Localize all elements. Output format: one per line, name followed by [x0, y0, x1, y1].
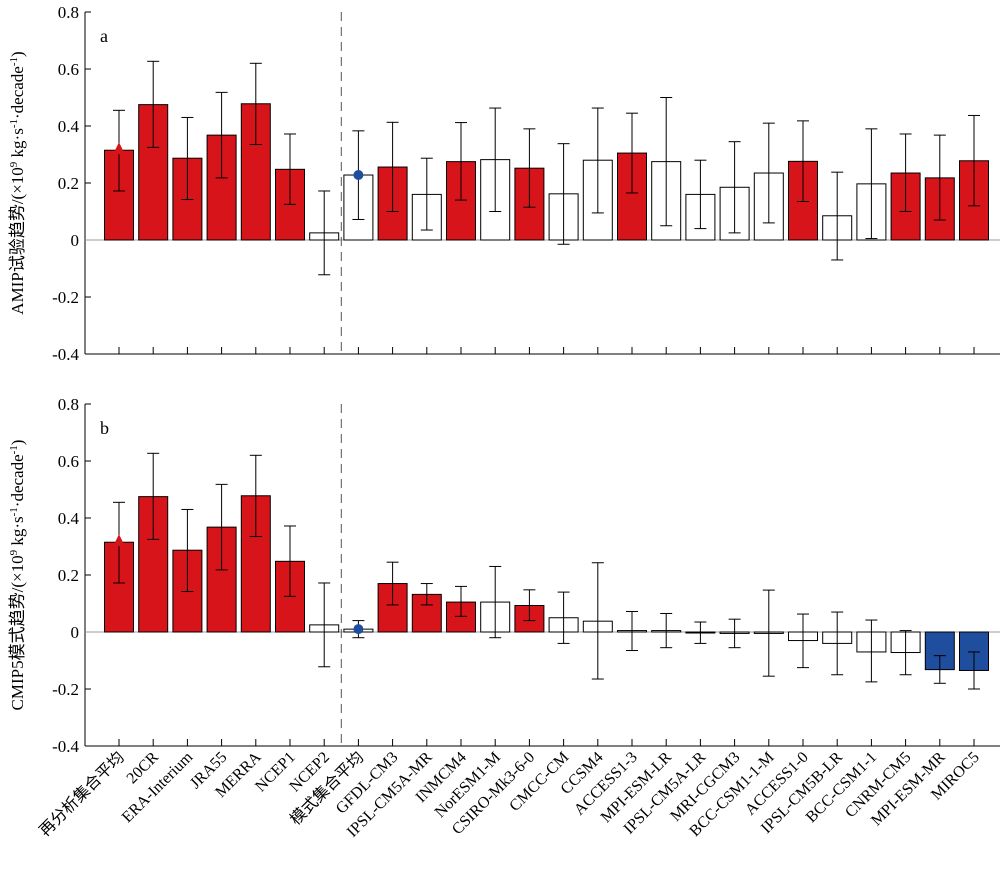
y-tick-label: -0.4 — [52, 345, 79, 364]
marker-circle — [353, 170, 364, 181]
panel-label: b — [100, 418, 109, 438]
bar-MPI-ESM-MR — [924, 631, 955, 671]
y-tick-label: -0.2 — [52, 680, 79, 699]
y-tick-label: -0.2 — [52, 288, 79, 307]
y-axis-label: CMIP5模式趋势/(×109 kg·s-1·decade-1) — [8, 440, 27, 711]
panel-label: a — [100, 26, 108, 46]
y-axis-label-part: ·decade — [8, 66, 27, 119]
y-tick-label: 0.4 — [58, 117, 80, 136]
y-tick-label: 0.4 — [58, 509, 80, 528]
y-axis-label: AMIP试验趋势/(×109 kg·s-1·decade-1) — [8, 51, 27, 314]
y-axis-label-sup: 9 — [8, 161, 20, 167]
bar-IPSL-CM5A-MR — [411, 593, 442, 633]
y-tick-label: 0.2 — [58, 174, 79, 193]
y-axis-label-part: ·decade — [8, 454, 27, 507]
y-axis-label-part: ) — [8, 440, 27, 446]
panel-a: -0.4 -0.2 0 0.2 0.4 0.6 0.8 a AMIP试验趋势/(×109 kg·… — [8, 3, 1000, 364]
y-axis-label-part: kg·s — [8, 128, 27, 162]
x-tick-label-再分析集合平均: 再分析集合平均 — [36, 748, 128, 840]
y-axis-label-part: kg·s — [8, 516, 27, 550]
marker-triangle — [113, 142, 125, 155]
y-axis-label-sup: 9 — [8, 549, 20, 555]
bar-MERRA — [240, 103, 271, 241]
y-tick-label: 0.8 — [58, 395, 79, 414]
y-axis-label-sup: -1 — [8, 57, 20, 66]
y-axis-label-sup: -1 — [8, 507, 20, 516]
y-axis-label-part: AMIP试验趋势/(×10 — [8, 167, 27, 314]
y-tick-label: 0.2 — [58, 566, 79, 585]
y-tick-label: 0.6 — [58, 452, 79, 471]
panel-b: -0.4 -0.2 0 0.2 0.4 0.6 0.8 b CMIP5模式趋势/(×109 kg… — [8, 395, 1000, 756]
y-axis-label-part: CMIP5模式趋势/(×10 — [8, 555, 27, 710]
y-tick-label: 0 — [71, 623, 80, 642]
y-tick-label: -0.4 — [52, 737, 79, 756]
y-axis-label-sup: -1 — [8, 445, 20, 454]
marker-circle — [353, 624, 364, 635]
bar-MIROC5 — [959, 631, 989, 671]
y-axis-label-sup: -1 — [8, 119, 20, 128]
marker-triangle — [113, 534, 125, 547]
y-axis-label-part: ) — [8, 51, 27, 57]
y-tick-label: 0 — [71, 231, 80, 250]
y-tick-label: 0.6 — [58, 60, 79, 79]
y-tick-label: 0.8 — [58, 3, 79, 22]
